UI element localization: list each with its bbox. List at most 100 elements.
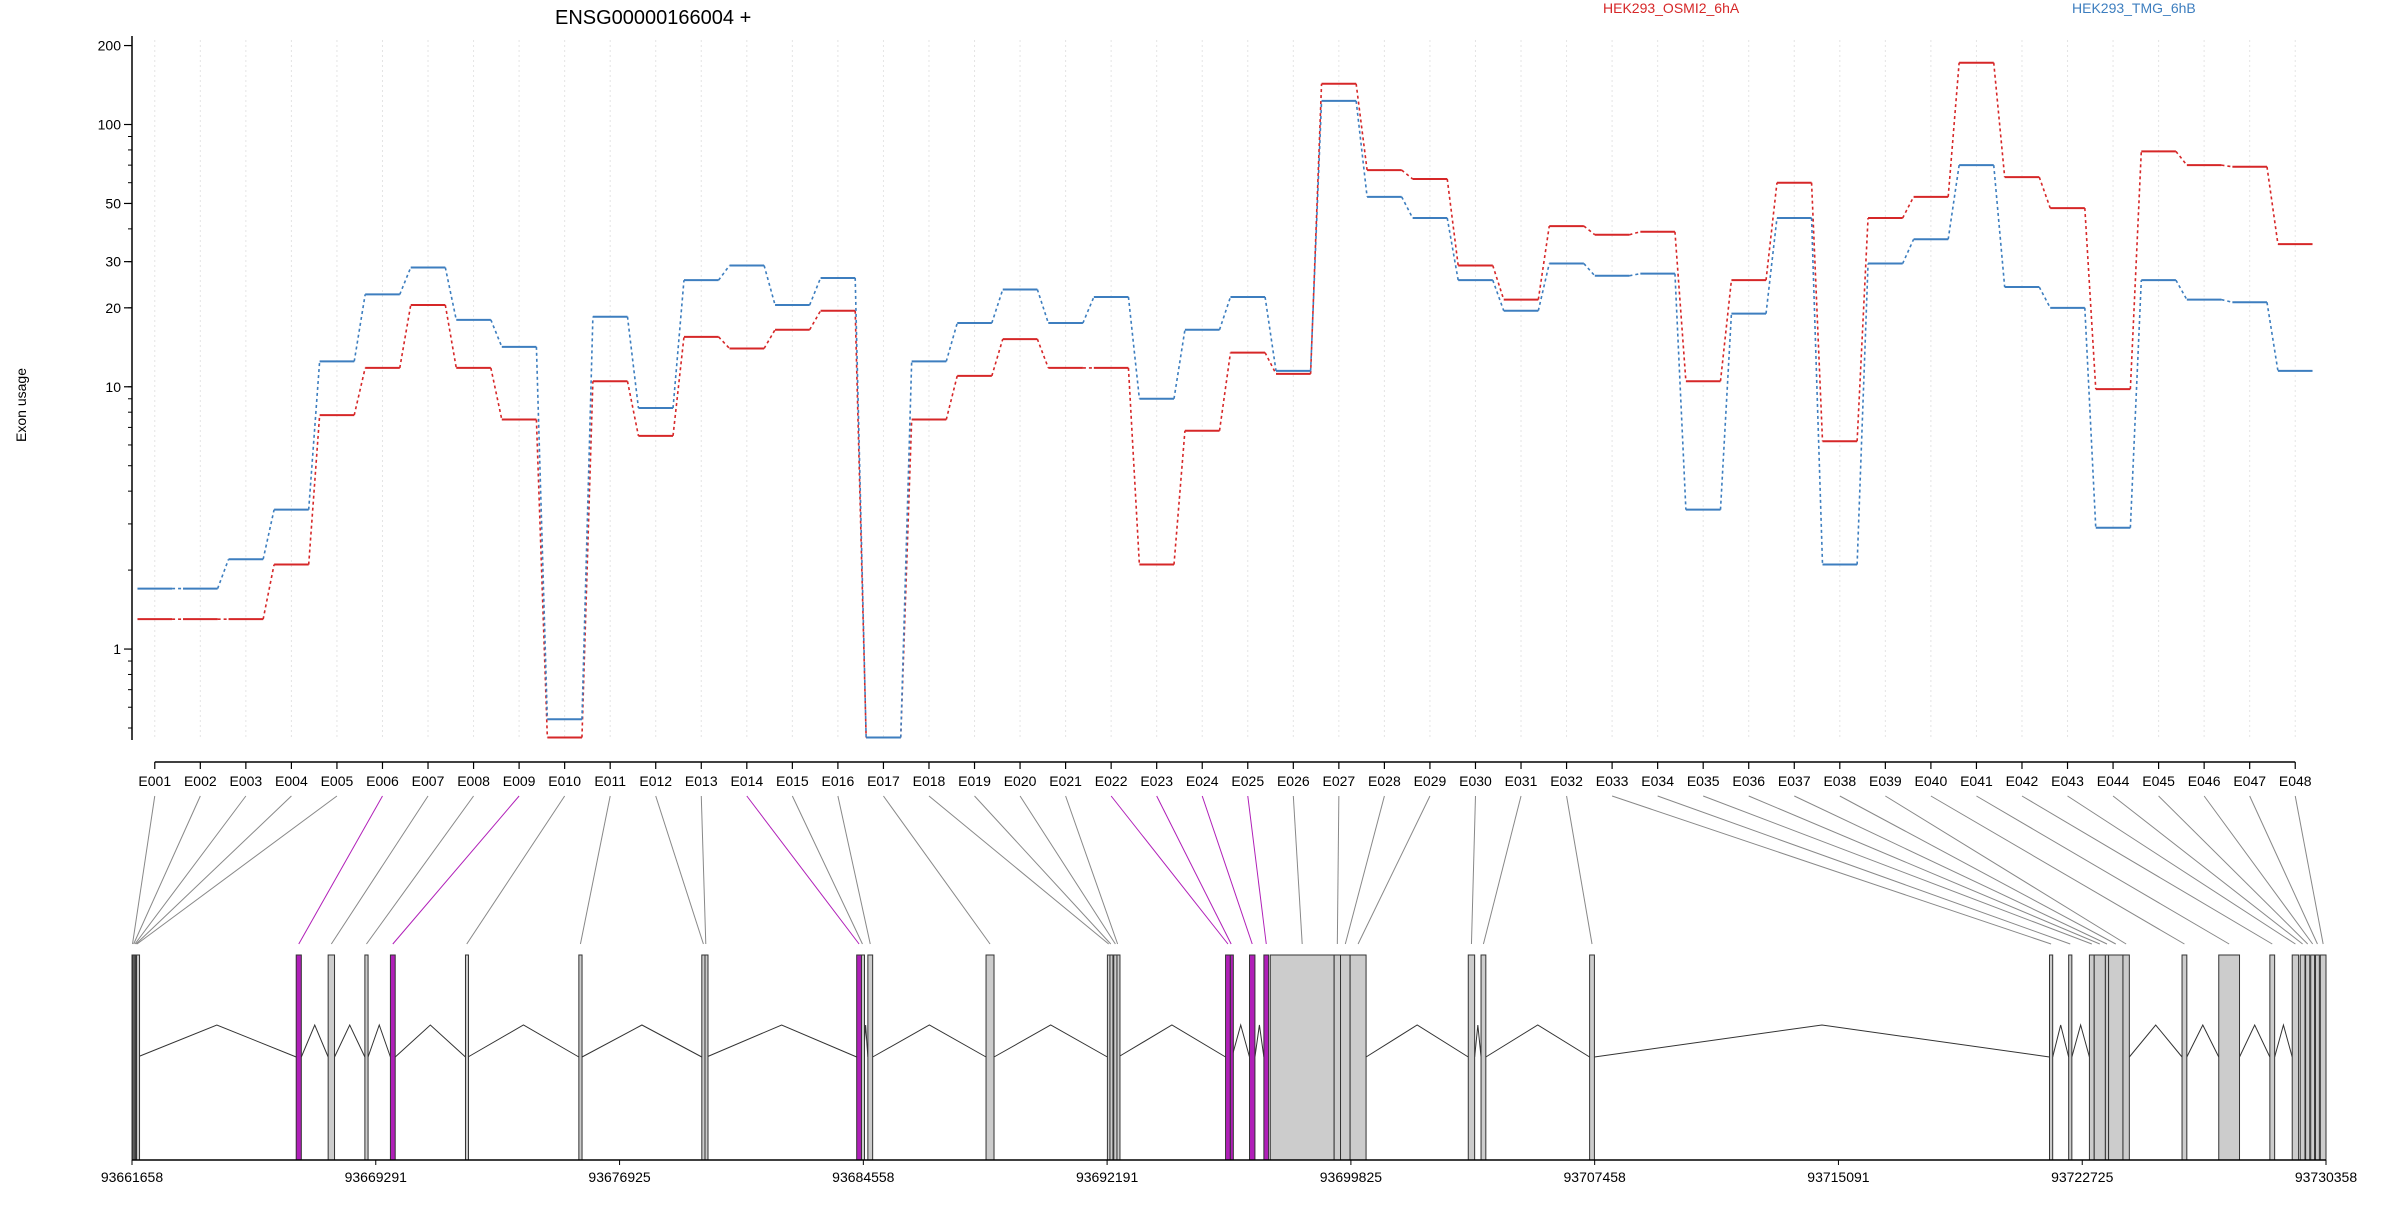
exon-connector — [466, 795, 566, 945]
x-tick-label: E031 — [1505, 773, 1538, 789]
series-connector — [262, 564, 275, 620]
coord-label: 93692191 — [1076, 1169, 1139, 1185]
exon-box — [2181, 954, 2188, 1161]
x-tick-label: E020 — [1004, 773, 1037, 789]
exon-connector — [1611, 795, 2052, 945]
x-tick-label: E024 — [1186, 773, 1219, 789]
series-connector — [1218, 352, 1232, 431]
x-tick-label: E014 — [730, 773, 763, 789]
intron-line — [467, 1024, 580, 1058]
exon-connector — [655, 795, 704, 945]
exon-connector — [1344, 795, 1385, 945]
series-connector — [2084, 307, 2097, 528]
series-connector — [945, 322, 958, 362]
exon-box — [1263, 954, 1270, 1161]
x-tick-label: E006 — [366, 773, 399, 789]
series-connector — [1810, 182, 1824, 442]
series-connector — [490, 319, 503, 348]
x-tick-label: E035 — [1687, 773, 1720, 789]
series-connector — [1765, 182, 1778, 281]
exon-connector — [974, 795, 1112, 945]
x-tick-label: E018 — [913, 773, 946, 789]
x-tick-label: E034 — [1641, 773, 1674, 789]
series-connector — [672, 336, 685, 436]
series-connector — [1036, 338, 1050, 369]
series-connector — [1856, 217, 1869, 442]
series-connector — [1309, 83, 1323, 374]
series-connector — [1583, 263, 1596, 277]
series-connector — [1583, 225, 1596, 236]
exon-connector — [883, 795, 991, 945]
series-connector — [717, 336, 731, 350]
exon-box — [295, 954, 302, 1161]
series-connector — [991, 338, 1004, 377]
exon-connector — [2021, 795, 2273, 945]
series-connector — [1036, 289, 1050, 324]
series-connector — [2175, 279, 2188, 300]
series-connector — [262, 509, 275, 560]
exon-connector — [392, 795, 520, 945]
series-connector — [1173, 329, 1186, 399]
exon-box — [364, 954, 369, 1161]
x-tick-label: E043 — [2051, 773, 2084, 789]
series-connector — [444, 267, 458, 320]
x-tick-label: E044 — [2097, 773, 2130, 789]
exon-connector — [2158, 795, 2309, 945]
series-connector — [808, 310, 822, 331]
x-tick-label: E022 — [1095, 773, 1128, 789]
exon-connector — [1976, 795, 2230, 945]
y-tick-label: 50 — [105, 195, 121, 211]
series-connector — [899, 419, 913, 738]
exon-connector — [1566, 795, 1593, 945]
exon-box — [1480, 954, 1487, 1161]
x-tick-label: E001 — [138, 773, 171, 789]
series-layer — [137, 61, 2313, 739]
series-connector — [672, 280, 685, 409]
series-connector — [2129, 280, 2143, 528]
series-connector — [444, 304, 458, 369]
series-2 — [137, 99, 2313, 739]
x-tick-label: E009 — [503, 773, 536, 789]
intron-line — [1485, 1024, 1590, 1058]
series-connector — [1947, 165, 1960, 240]
exon-box — [1249, 954, 1256, 1161]
intron-line — [581, 1024, 703, 1058]
series-connector — [808, 277, 822, 306]
x-tick-label: E032 — [1550, 773, 1583, 789]
intron-line — [1365, 1024, 1469, 1058]
exon-box — [2088, 954, 2095, 1161]
exon-connector — [135, 795, 292, 945]
exon-connector — [2203, 795, 2314, 945]
series-connector — [717, 265, 731, 281]
exon-box — [2291, 954, 2300, 1161]
exon-connector — [2294, 795, 2324, 945]
series-connector — [307, 415, 321, 565]
exon-connector — [1110, 795, 1229, 945]
exon-connector — [1657, 795, 2071, 945]
x-tick-label: E019 — [958, 773, 991, 789]
coord-label: 93730358 — [2295, 1169, 2358, 1185]
exon-box — [2068, 954, 2073, 1161]
legend-entry-tmg: HEK293_TMG_6hB — [2072, 0, 2196, 16]
x-axis: E001 E002 E003 E004 E005 E006 E007 E008 E009 E010… — [138, 761, 2312, 789]
exon-connector — [1794, 795, 2108, 945]
exon-connector — [134, 795, 247, 945]
exon-box — [2310, 954, 2316, 1161]
series-connector — [1537, 263, 1551, 311]
x-tick-label: E036 — [1732, 773, 1765, 789]
intron-line — [2186, 1023, 2220, 1058]
exon-box — [2269, 954, 2276, 1161]
intron-line — [300, 1023, 329, 1058]
exon-box — [578, 954, 583, 1161]
exon-box — [860, 954, 865, 1161]
series-connector — [1127, 367, 1141, 565]
exon-connector — [366, 795, 474, 945]
x-tick-label: E003 — [230, 773, 263, 789]
series-connector — [626, 316, 640, 409]
series-connector — [2084, 208, 2097, 390]
series-connector — [1992, 62, 2006, 178]
series-connector — [216, 558, 230, 589]
series-connector — [398, 304, 412, 369]
series-connector — [1400, 196, 1414, 219]
